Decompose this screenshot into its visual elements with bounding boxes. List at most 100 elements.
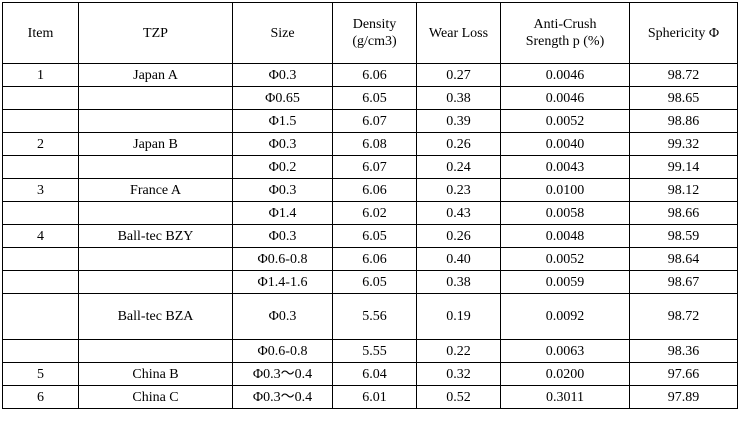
cell-tzp [78, 109, 233, 133]
cell-item: 1 [2, 63, 79, 87]
cell-density: 6.06 [332, 63, 417, 87]
cell-item: 3 [2, 178, 79, 202]
cell-wear-loss: 0.26 [416, 224, 501, 248]
tzp-properties-table: Item TZP Size Density (g/cm3) Wear Loss … [2, 2, 738, 409]
cell-tzp: Ball-tec BZA [78, 293, 233, 340]
cell-wear-loss: 0.27 [416, 63, 501, 87]
table-row: 4 Ball-tec BZY Φ0.3 6.05 0.26 0.0048 98.… [2, 224, 738, 248]
cell-wear-loss: 0.22 [416, 339, 501, 363]
cell-item [2, 293, 79, 340]
table-row: Φ0.65 6.05 0.38 0.0046 98.65 [2, 86, 738, 110]
header-wear-loss: Wear Loss [416, 2, 501, 64]
cell-sphericity: 98.72 [629, 63, 738, 87]
cell-anti-crush: 0.0059 [500, 270, 630, 294]
cell-density: 6.07 [332, 109, 417, 133]
cell-wear-loss: 0.43 [416, 201, 501, 225]
cell-tzp [78, 247, 233, 271]
cell-sphericity: 98.65 [629, 86, 738, 110]
cell-tzp: China B [78, 362, 233, 386]
cell-density: 6.07 [332, 155, 417, 179]
table-row: 1 Japan A Φ0.3 6.06 0.27 0.0046 98.72 [2, 63, 738, 87]
cell-sphericity: 99.32 [629, 132, 738, 156]
cell-sphericity: 98.36 [629, 339, 738, 363]
cell-size: Φ0.3～0.4 [232, 362, 333, 386]
header-anti-crush-line1: Anti-Crush [533, 17, 597, 32]
cell-density: 6.06 [332, 178, 417, 202]
header-density-line1: Density [352, 17, 397, 32]
cell-anti-crush: 0.3011 [500, 385, 630, 409]
cell-item: 5 [2, 362, 79, 386]
cell-anti-crush: 0.0058 [500, 201, 630, 225]
cell-wear-loss: 0.52 [416, 385, 501, 409]
cell-sphericity: 98.86 [629, 109, 738, 133]
cell-anti-crush: 0.0052 [500, 109, 630, 133]
table-row: Φ1.4-1.6 6.05 0.38 0.0059 98.67 [2, 270, 738, 294]
header-tzp: TZP [78, 2, 233, 64]
header-anti-crush-line2: Srength p (%) [525, 34, 605, 49]
cell-item: 4 [2, 224, 79, 248]
cell-size: Φ0.3 [232, 178, 333, 202]
cell-wear-loss: 0.24 [416, 155, 501, 179]
cell-density: 6.06 [332, 247, 417, 271]
cell-size: Φ0.3 [232, 132, 333, 156]
cell-tzp [78, 155, 233, 179]
cell-item [2, 270, 79, 294]
cell-density: 6.01 [332, 385, 417, 409]
cell-tzp: France A [78, 178, 233, 202]
cell-anti-crush: 0.0100 [500, 178, 630, 202]
cell-anti-crush: 0.0200 [500, 362, 630, 386]
cell-wear-loss: 0.23 [416, 178, 501, 202]
table-row: Φ1.4 6.02 0.43 0.0058 98.66 [2, 201, 738, 225]
cell-sphericity: 97.89 [629, 385, 738, 409]
cell-sphericity: 98.66 [629, 201, 738, 225]
cell-size: Φ0.6-0.8 [232, 247, 333, 271]
cell-size: Φ1.5 [232, 109, 333, 133]
header-anti-crush: Anti-Crush Srength p (%) [500, 2, 630, 64]
cell-size: Φ1.4-1.6 [232, 270, 333, 294]
cell-size: Φ0.65 [232, 86, 333, 110]
cell-anti-crush: 0.0092 [500, 293, 630, 340]
cell-wear-loss: 0.38 [416, 270, 501, 294]
header-size: Size [232, 2, 333, 64]
cell-item: 2 [2, 132, 79, 156]
cell-density: 6.05 [332, 224, 417, 248]
cell-item [2, 155, 79, 179]
table-row: Φ0.6-0.8 5.55 0.22 0.0063 98.36 [2, 339, 738, 363]
cell-wear-loss: 0.40 [416, 247, 501, 271]
table-row: 5 China B Φ0.3～0.4 6.04 0.32 0.0200 97.6… [2, 362, 738, 386]
cell-anti-crush: 0.0043 [500, 155, 630, 179]
header-sphericity: Sphericity Φ [629, 2, 738, 64]
table-row: Φ0.6-0.8 6.06 0.40 0.0052 98.64 [2, 247, 738, 271]
cell-size: Φ0.2 [232, 155, 333, 179]
cell-wear-loss: 0.32 [416, 362, 501, 386]
cell-tzp [78, 201, 233, 225]
table-row: Φ0.2 6.07 0.24 0.0043 99.14 [2, 155, 738, 179]
table-container: Item TZP Size Density (g/cm3) Wear Loss … [2, 2, 738, 409]
cell-sphericity: 98.12 [629, 178, 738, 202]
cell-sphericity: 98.59 [629, 224, 738, 248]
cell-tzp: Japan B [78, 132, 233, 156]
cell-tzp: Japan A [78, 63, 233, 87]
cell-sphericity: 98.72 [629, 293, 738, 340]
cell-size: Φ0.3～0.4 [232, 385, 333, 409]
cell-wear-loss: 0.19 [416, 293, 501, 340]
cell-item [2, 86, 79, 110]
header-density-line2: (g/cm3) [352, 34, 397, 49]
cell-size: Φ0.3 [232, 293, 333, 340]
cell-density: 5.55 [332, 339, 417, 363]
cell-tzp [78, 339, 233, 363]
cell-density: 6.05 [332, 270, 417, 294]
cell-anti-crush: 0.0063 [500, 339, 630, 363]
cell-density: 6.02 [332, 201, 417, 225]
cell-sphericity: 97.66 [629, 362, 738, 386]
cell-anti-crush: 0.0046 [500, 86, 630, 110]
header-density: Density (g/cm3) [332, 2, 417, 64]
cell-size: Φ0.3 [232, 224, 333, 248]
cell-tzp [78, 86, 233, 110]
table-row: 3 France A Φ0.3 6.06 0.23 0.0100 98.12 [2, 178, 738, 202]
cell-size: Φ0.6-0.8 [232, 339, 333, 363]
cell-wear-loss: 0.38 [416, 86, 501, 110]
table-row: 2 Japan B Φ0.3 6.08 0.26 0.0040 99.32 [2, 132, 738, 156]
cell-density: 6.05 [332, 86, 417, 110]
cell-anti-crush: 0.0048 [500, 224, 630, 248]
